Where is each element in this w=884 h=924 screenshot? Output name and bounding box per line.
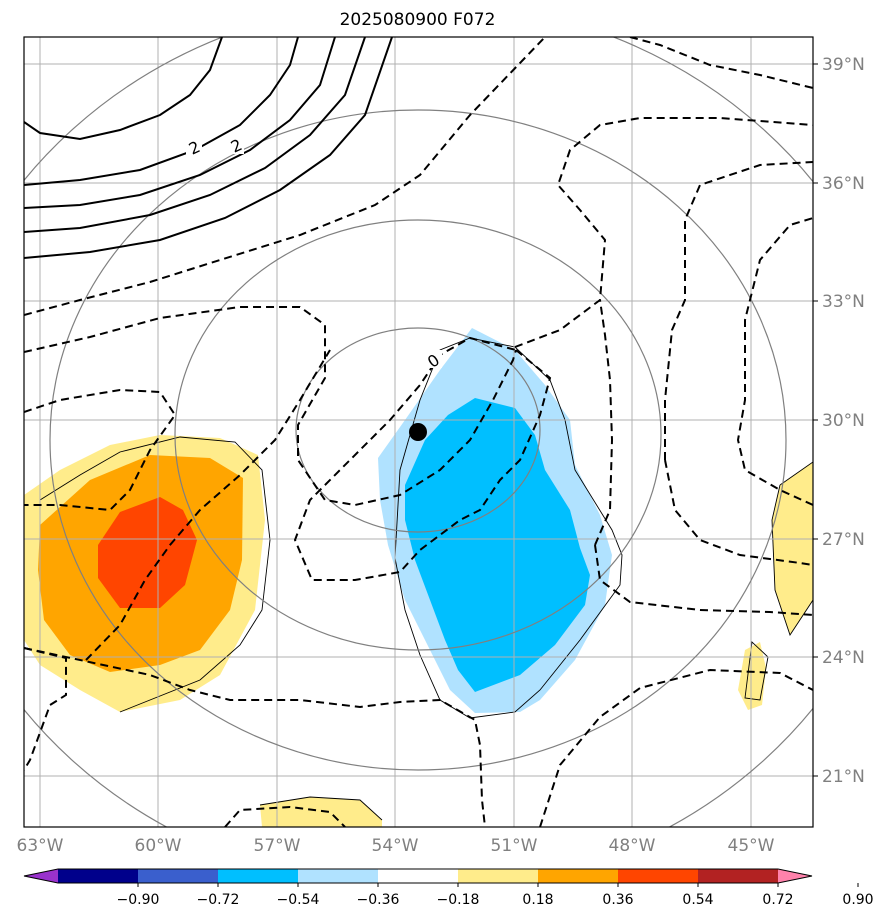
lon-label-54w: 54°W [372, 836, 419, 856]
lat-label-39n: 39°N [822, 55, 865, 75]
colorbar-tick-label: 0.90 [842, 892, 873, 908]
colorbar-outline [23, 868, 813, 884]
axis-ticks [813, 63, 818, 777]
dashed-contours [24, 37, 813, 827]
negative-anomaly-field [378, 328, 612, 713]
lat-label-36n: 36°N [822, 174, 865, 194]
shade-0p18-small [738, 642, 766, 710]
storm-center-marker [409, 423, 427, 441]
colorbar-segment [218, 869, 299, 883]
colorbar-segment [458, 869, 539, 883]
lon-label-48w: 48°W [609, 836, 656, 856]
colorbar-segment [58, 869, 139, 883]
colorbar-extend-low [24, 869, 58, 883]
colorbar-segment [698, 869, 779, 883]
colorbar-tick-label: 0.18 [522, 892, 553, 908]
shade-0p18-east [772, 462, 813, 635]
range-rings [24, 37, 813, 827]
lat-label-24n: 24°N [822, 648, 865, 668]
colorbar-tick-label: −0.18 [437, 892, 480, 908]
colorbar-tick-label: −0.90 [117, 892, 160, 908]
colorbar-tick-label: 0.36 [602, 892, 633, 908]
positive-anomaly-field [24, 435, 813, 827]
lon-label-57w: 57°W [254, 836, 301, 856]
lon-label-63w: 63°W [17, 836, 64, 856]
colorbar-tick-label: −0.36 [357, 892, 400, 908]
latitude-labels: 39°N 36°N 33°N 30°N 27°N 24°N 21°N [822, 55, 865, 787]
lat-label-30n: 30°N [822, 411, 865, 431]
shade-0p18-south [260, 797, 382, 827]
colorbar-tick-label: −0.54 [277, 892, 320, 908]
colorbar-segment [618, 869, 699, 883]
plot-area: 2 2 0 [24, 37, 813, 827]
lat-label-33n: 33°N [822, 292, 865, 312]
solid-contours [24, 37, 393, 259]
lon-label-45w: 45°W [728, 836, 775, 856]
map-frame [23, 36, 814, 828]
colorbar: −0.90 −0.72 −0.54 −0.36 −0.18 0.18 0.36 0.54 0.7… [23, 868, 874, 908]
colorbar-segment [378, 869, 459, 883]
colorbar-tick-label: 0.54 [682, 892, 713, 908]
lat-label-27n: 27°N [822, 530, 865, 550]
colorbar-segment [538, 869, 619, 883]
solid-contour-label-mask [186, 136, 244, 156]
colorbar-extend-high [778, 869, 812, 883]
dashed-contour-label-mask [426, 350, 442, 368]
colorbar-tick-label: −0.72 [197, 892, 240, 908]
lon-label-60w: 60°W [135, 836, 182, 856]
colorbar-segment [298, 869, 379, 883]
longitude-labels: 63°W 60°W 57°W 54°W 51°W 48°W 45°W [17, 836, 775, 856]
lon-label-51w: 51°W [491, 836, 538, 856]
lat-lon-grid [24, 37, 813, 827]
lat-label-21n: 21°N [822, 767, 865, 787]
colorbar-segment [138, 869, 219, 883]
shade-0p54-west [98, 497, 197, 608]
map-title: 2025080900 F072 [339, 10, 496, 30]
colorbar-tick-label: 0.72 [762, 892, 793, 908]
